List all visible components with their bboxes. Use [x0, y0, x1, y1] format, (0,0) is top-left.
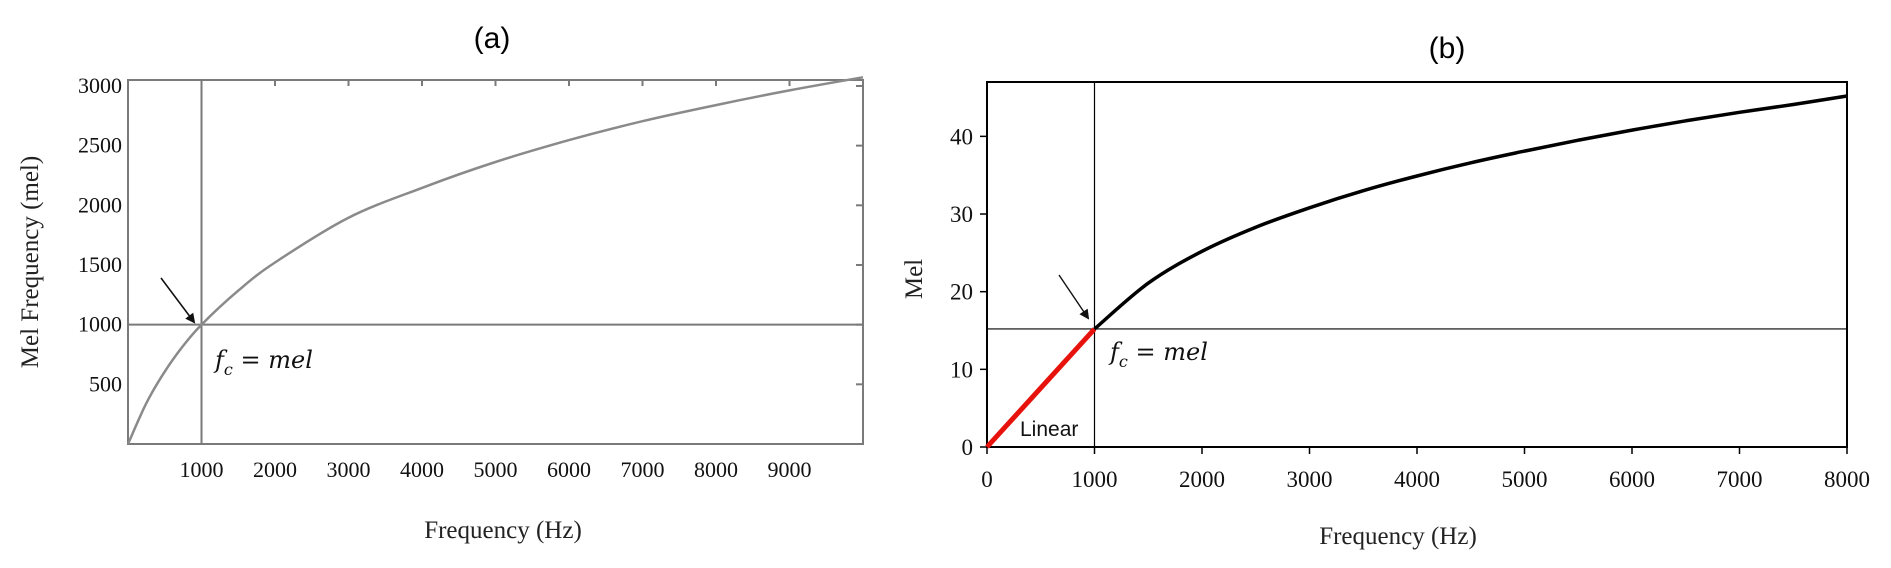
chart-b-y-tick-label: 20 — [950, 280, 973, 305]
chart-b-title: (b) — [1429, 32, 1466, 65]
chart-a-y-tick-label: 1000 — [78, 312, 122, 337]
chart-b-frame — [986, 81, 1848, 448]
chart-a-x-tick-label: 3000 — [327, 457, 371, 482]
chart-a: (a) 1000 2000 3000 4000 5000 6000 7000 8000 9000… — [17, 22, 864, 544]
chart-a-frame — [127, 79, 864, 445]
chart-a-x-ticks: 1000 2000 3000 4000 5000 6000 7000 8000 9000 — [180, 80, 812, 482]
chart-a-x-tick-label: 6000 — [547, 457, 591, 482]
chart-b-x-tick-label: 0 — [981, 467, 993, 492]
chart-a-arrow — [160, 277, 196, 324]
chart-b-linear-segment — [985, 327, 1097, 449]
chart-b-x-tick-label: 8000 — [1824, 467, 1870, 492]
chart-b-y-ticks: 0 10 20 30 40 — [950, 124, 987, 460]
chart-b-x-tick-label: 7000 — [1717, 467, 1763, 492]
chart-a-x-tick-label: 2000 — [253, 457, 297, 482]
chart-a-y-tick-label: 2000 — [78, 192, 122, 217]
chart-a-mel-curve — [126, 76, 864, 445]
chart-b-y-axis-label: Mel — [901, 259, 928, 299]
chart-a-y-tick-label: 2500 — [78, 133, 122, 158]
chart-a-x-tick-label: 8000 — [694, 457, 738, 482]
chart-a-x-tick-label: 9000 — [768, 457, 812, 482]
chart-a-y-tick-label: 3000 — [78, 73, 122, 98]
chart-b-y-tick-label: 0 — [962, 435, 974, 460]
chart-a-x-tick-label: 5000 — [474, 457, 518, 482]
chart-a-y-tick-label: 1500 — [78, 252, 122, 277]
chart-a-x-axis-label: Frequency (Hz) — [424, 517, 582, 544]
chart-b-x-tick-label: 2000 — [1179, 467, 1225, 492]
chart-b-x-tick-label: 1000 — [1072, 467, 1118, 492]
chart-a-x-tick-label: 7000 — [621, 457, 665, 482]
chart-b-y-tick-label: 10 — [950, 357, 973, 382]
chart-b-x-axis-label: Frequency (Hz) — [1319, 523, 1477, 550]
chart-b-linear-label: Linear — [1020, 418, 1078, 441]
chart-b: (b) 0 1000 2000 3000 4000 5000 6000 7000 8000 0 1… — [901, 32, 1870, 550]
chart-b-x-tick-label: 4000 — [1394, 467, 1440, 492]
chart-a-y-ticks: 500 1000 1500 2000 2500 3000 — [78, 73, 863, 396]
chart-b-x-ticks: 0 1000 2000 3000 4000 5000 6000 7000 8000 — [981, 447, 1870, 492]
chart-b-y-tick-label: 30 — [950, 202, 973, 227]
chart-b-x-tick-label: 5000 — [1502, 467, 1548, 492]
chart-b-x-tick-label: 3000 — [1287, 467, 1333, 492]
chart-b-arrow — [1058, 274, 1090, 320]
chart-a-y-tick-label: 500 — [89, 371, 122, 396]
chart-b-y-tick-label: 40 — [950, 124, 973, 149]
chart-a-y-axis-label: Mel Frequency (mel) — [17, 156, 44, 368]
chart-a-x-tick-label: 4000 — [400, 457, 444, 482]
chart-b-mel-curve — [1093, 94, 1848, 331]
chart-a-title: (a) — [474, 22, 511, 55]
chart-b-x-tick-label: 6000 — [1609, 467, 1655, 492]
chart-a-x-tick-label: 1000 — [180, 457, 224, 482]
